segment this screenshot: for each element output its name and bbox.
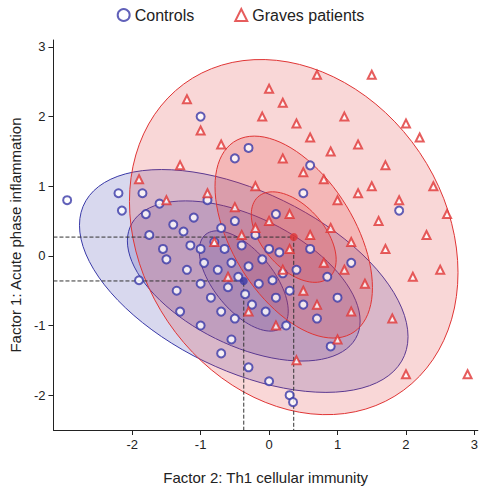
svg-text:Factor 2: Th1 cellular immunit: Factor 2: Th1 cellular immunity <box>163 469 368 486</box>
svg-text:0: 0 <box>38 248 45 263</box>
svg-text:1: 1 <box>334 437 341 452</box>
svg-text:3: 3 <box>38 39 45 54</box>
svg-text:0: 0 <box>265 437 272 452</box>
svg-text:Factor 1: Acute phase inflamma: Factor 1: Acute phase inflammation <box>7 117 24 352</box>
svg-text:-1: -1 <box>34 318 46 333</box>
svg-text:-1: -1 <box>195 437 207 452</box>
svg-text:Controls: Controls <box>135 7 195 24</box>
svg-text:Graves patients: Graves patients <box>252 7 364 24</box>
svg-text:1: 1 <box>38 179 45 194</box>
svg-text:2: 2 <box>402 437 409 452</box>
svg-text:-2: -2 <box>34 388 46 403</box>
svg-text:3: 3 <box>471 437 478 452</box>
svg-text:2: 2 <box>38 109 45 124</box>
svg-text:-2: -2 <box>126 437 138 452</box>
